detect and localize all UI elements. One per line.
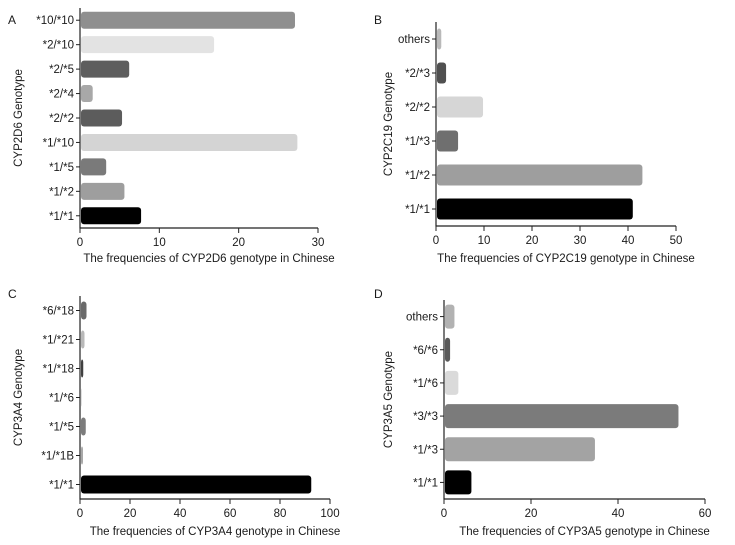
x-axis-title: The frequencies of CYP3A4 genotype in Ch… — [90, 526, 341, 538]
y-axis-title: CYP3A4 Genotype — [13, 349, 25, 446]
category-label: *1/*18 — [43, 364, 74, 376]
bar — [81, 207, 142, 225]
category-label: *2/*10 — [43, 40, 74, 52]
x-tick-label: 20 — [232, 237, 245, 249]
panel-letter: D — [374, 287, 383, 301]
category-label: *10/*10 — [36, 15, 74, 27]
bar — [437, 28, 442, 50]
bar — [437, 62, 447, 84]
bar — [81, 133, 298, 151]
x-tick-label: 0 — [433, 235, 439, 247]
category-label: *1/*6 — [413, 378, 438, 390]
x-axis-title: The frequencies of CYP3A5 genotype in Ch… — [459, 526, 710, 538]
category-label: *1/*6 — [49, 393, 74, 405]
category-label: *1/*3 — [405, 136, 430, 148]
x-tick-label: 20 — [525, 508, 538, 520]
category-label: *1/*2 — [405, 170, 430, 182]
bar — [81, 475, 312, 494]
bar — [81, 446, 83, 465]
bar — [81, 11, 295, 29]
bar — [81, 182, 125, 200]
bar — [437, 130, 459, 152]
category-label: *1/*1 — [49, 480, 74, 492]
category-label: *1/*5 — [49, 162, 74, 174]
chart-panel-c: C *1/*1 *1/*1B *1/*5 *1/*6 *1/*18 *1/*21 *6/*18… — [8, 287, 340, 538]
category-label: *2/*5 — [49, 64, 74, 76]
x-tick-label: 30 — [574, 235, 587, 247]
category-label: *2/*3 — [405, 68, 430, 80]
bar — [437, 96, 484, 118]
bar — [81, 388, 82, 407]
x-tick-label: 10 — [478, 235, 491, 247]
bar — [437, 198, 633, 220]
bar — [81, 85, 93, 103]
x-tick-label: 0 — [441, 508, 447, 520]
panel-letter: B — [374, 13, 382, 27]
category-label: *1/*1 — [405, 204, 430, 216]
bar — [81, 417, 86, 436]
x-tick-label: 60 — [699, 508, 712, 520]
x-tick-label: 0 — [77, 508, 83, 520]
bar — [437, 164, 643, 186]
bar — [81, 158, 107, 176]
x-tick-label: 80 — [274, 508, 287, 520]
x-tick-label: 40 — [622, 235, 635, 247]
category-label: *3/*3 — [413, 411, 438, 423]
bar — [81, 301, 87, 320]
category-label: *6/*6 — [413, 345, 438, 357]
x-tick-label: 100 — [320, 508, 339, 520]
category-label: *2/*4 — [49, 89, 75, 101]
category-label: *2/*2 — [49, 113, 74, 125]
y-axis-title: CYP2D6 Genotype — [13, 69, 25, 167]
category-label: *1/*3 — [413, 444, 438, 456]
x-tick-label: 30 — [312, 237, 325, 249]
category-label: *1/*21 — [43, 335, 74, 347]
category-label: *1/*1 — [49, 211, 74, 223]
bar — [445, 437, 595, 462]
x-tick-label: 40 — [174, 508, 187, 520]
panel-letter: A — [8, 13, 16, 27]
bar — [81, 330, 85, 349]
category-label: *1/*5 — [49, 422, 74, 434]
chart-panel-a: A *1/*1 *1/*2 *1/*5 *1/*10 *2/*2 *2/*4 *2/*5 *2/… — [8, 8, 335, 265]
x-tick-label: 40 — [612, 508, 625, 520]
bar — [445, 370, 459, 395]
y-axis-title: CYP3A5 Genotype — [383, 351, 395, 448]
x-tick-label: 10 — [153, 237, 166, 249]
bar — [445, 337, 451, 362]
bar — [445, 304, 455, 329]
bar — [445, 470, 472, 495]
x-tick-label: 20 — [124, 508, 137, 520]
panel-letter: C — [8, 287, 17, 301]
category-label: others — [398, 34, 430, 46]
category-label: *1/*2 — [49, 186, 74, 198]
bar — [81, 109, 123, 127]
x-tick-label: 0 — [77, 237, 83, 249]
bar — [81, 36, 215, 54]
x-tick-label: 60 — [224, 508, 237, 520]
category-label: others — [406, 312, 438, 324]
bar — [445, 404, 679, 429]
bar — [81, 359, 84, 378]
chart-panel-b: B *1/*1 *1/*2 *1/*3 *2/*2 *2/*3 others 0 10 20 30 4… — [374, 13, 695, 265]
category-label: *6/*18 — [43, 306, 74, 318]
bar — [81, 60, 130, 78]
y-axis-title: CYP2C19 Genotype — [383, 72, 395, 176]
category-label: *1/*1 — [413, 477, 438, 489]
category-label: *1/*1B — [41, 451, 74, 463]
x-axis-title: The frequencies of CYP2C19 genotype in C… — [437, 253, 695, 265]
x-tick-label: 20 — [526, 235, 539, 247]
category-label: *1/*10 — [43, 137, 74, 149]
category-label: *2/*2 — [405, 102, 430, 114]
chart-panel-d: D *1/*1 *1/*3 *3/*3 *1/*6 *6/*6 others 0 20 40 60 T… — [374, 287, 711, 538]
x-axis-title: The frequencies of CYP2D6 genotype in Ch… — [83, 253, 334, 265]
x-tick-label: 50 — [670, 235, 683, 247]
